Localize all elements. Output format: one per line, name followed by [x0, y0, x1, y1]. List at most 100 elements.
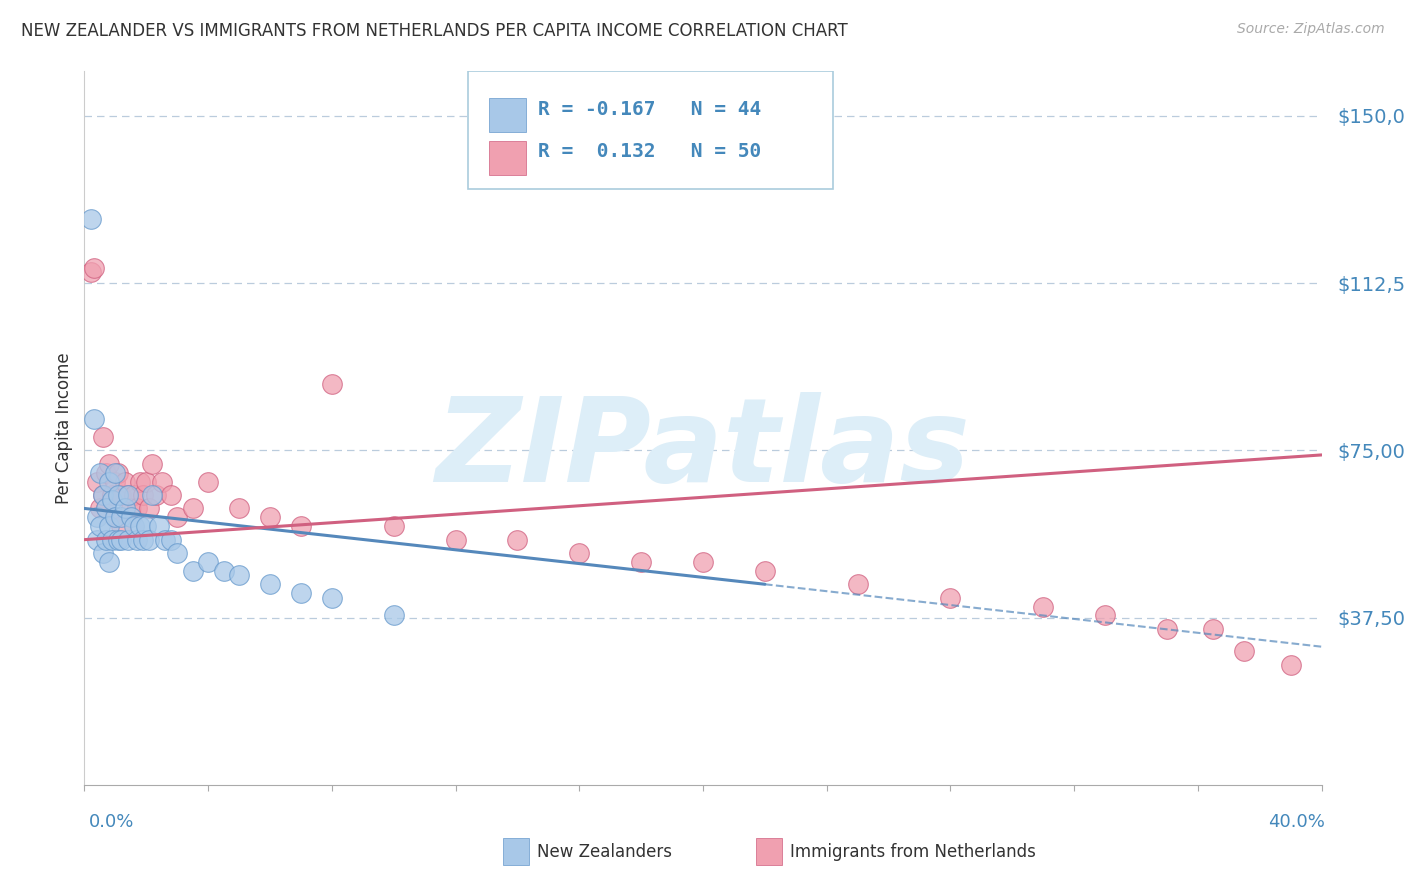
Point: [1156, 622, 1178, 636]
Point: [91, 430, 114, 444]
Point: [98, 555, 121, 569]
Point: [125, 533, 148, 547]
Point: [101, 492, 124, 507]
Point: [107, 488, 129, 502]
Point: [86, 510, 108, 524]
Point: [135, 475, 157, 489]
Point: [506, 533, 529, 547]
Point: [321, 376, 343, 391]
Point: [89, 466, 111, 480]
Point: [91, 546, 114, 560]
Point: [129, 475, 152, 489]
Point: [110, 533, 132, 547]
Point: [94, 501, 117, 516]
Point: [692, 555, 714, 569]
Point: [125, 501, 148, 516]
Point: [141, 488, 163, 502]
Text: ZIPatlas: ZIPatlas: [436, 392, 970, 507]
Point: [382, 608, 405, 623]
Point: [197, 555, 219, 569]
Point: [135, 519, 157, 533]
Text: New Zealanders: New Zealanders: [537, 843, 672, 861]
Point: [181, 564, 204, 578]
Point: [107, 466, 129, 480]
Point: [444, 533, 467, 547]
Point: [110, 510, 132, 524]
Point: [86, 533, 108, 547]
Point: [86, 475, 108, 489]
Point: [104, 466, 127, 480]
Text: 0.0%: 0.0%: [89, 814, 134, 831]
Point: [846, 577, 869, 591]
Point: [83, 260, 105, 275]
Point: [197, 475, 219, 489]
Point: [117, 488, 139, 502]
Text: NEW ZEALANDER VS IMMIGRANTS FROM NETHERLANDS PER CAPITA INCOME CORRELATION CHART: NEW ZEALANDER VS IMMIGRANTS FROM NETHERL…: [21, 22, 848, 40]
Point: [101, 533, 124, 547]
Point: [98, 457, 121, 471]
Point: [94, 501, 117, 516]
Text: 40.0%: 40.0%: [1268, 814, 1324, 831]
Point: [101, 488, 124, 502]
Point: [79, 265, 101, 279]
Point: [98, 519, 121, 533]
Point: [382, 519, 405, 533]
Text: Source: ZipAtlas.com: Source: ZipAtlas.com: [1237, 22, 1385, 37]
Point: [141, 457, 163, 471]
Point: [138, 501, 160, 516]
Point: [104, 475, 127, 489]
Point: [122, 488, 145, 502]
Point: [94, 466, 117, 480]
Point: [120, 510, 142, 524]
Point: [290, 586, 312, 600]
FancyBboxPatch shape: [468, 71, 832, 189]
Point: [89, 519, 111, 533]
Point: [1032, 599, 1054, 614]
Point: [160, 488, 183, 502]
Point: [939, 591, 962, 605]
Point: [568, 546, 591, 560]
Point: [1279, 657, 1302, 672]
Point: [630, 555, 652, 569]
Point: [150, 475, 173, 489]
Point: [132, 488, 155, 502]
Point: [91, 488, 114, 502]
Point: [117, 488, 139, 502]
Point: [138, 533, 160, 547]
Point: [160, 533, 183, 547]
Point: [110, 488, 132, 502]
Point: [83, 412, 105, 426]
Point: [110, 519, 132, 533]
Point: [104, 510, 127, 524]
Point: [228, 568, 250, 582]
FancyBboxPatch shape: [489, 98, 526, 132]
Point: [1233, 644, 1256, 658]
Point: [1202, 622, 1225, 636]
Point: [89, 501, 111, 516]
Point: [104, 510, 127, 524]
Point: [122, 519, 145, 533]
Point: [228, 501, 250, 516]
Text: R =  0.132   N = 50: R = 0.132 N = 50: [538, 143, 762, 161]
Point: [148, 519, 170, 533]
Point: [181, 501, 204, 516]
Point: [114, 501, 136, 516]
Point: [166, 510, 188, 524]
Point: [129, 519, 152, 533]
Point: [754, 564, 776, 578]
Point: [259, 510, 281, 524]
Point: [98, 475, 121, 489]
Point: [117, 533, 139, 547]
FancyBboxPatch shape: [489, 141, 526, 175]
Point: [94, 533, 117, 547]
Point: [120, 501, 142, 516]
Point: [1094, 608, 1116, 623]
Point: [91, 488, 114, 502]
Text: R = -0.167   N = 44: R = -0.167 N = 44: [538, 100, 762, 119]
Point: [114, 475, 136, 489]
Point: [321, 591, 343, 605]
Point: [290, 519, 312, 533]
Point: [212, 564, 235, 578]
Text: Immigrants from Netherlands: Immigrants from Netherlands: [790, 843, 1036, 861]
Point: [145, 488, 167, 502]
